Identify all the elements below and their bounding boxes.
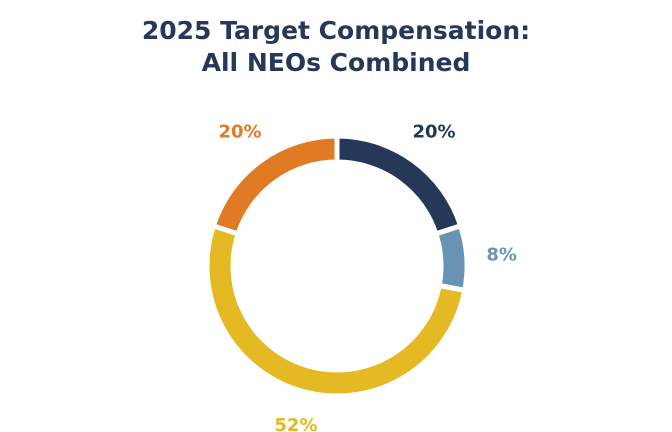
donut-segment (210, 133, 340, 238)
chart-title: 2025 Target Compensation: (142, 16, 530, 45)
value-label: 8% (486, 245, 517, 266)
value-label: 52% (274, 415, 317, 432)
value-label: 20% (412, 122, 455, 143)
chart-title: All NEOs Combined (202, 48, 471, 77)
donut-segment (334, 133, 464, 238)
donut-segment (204, 222, 468, 399)
donut-segment (432, 222, 470, 294)
value-label: 20% (218, 122, 261, 143)
